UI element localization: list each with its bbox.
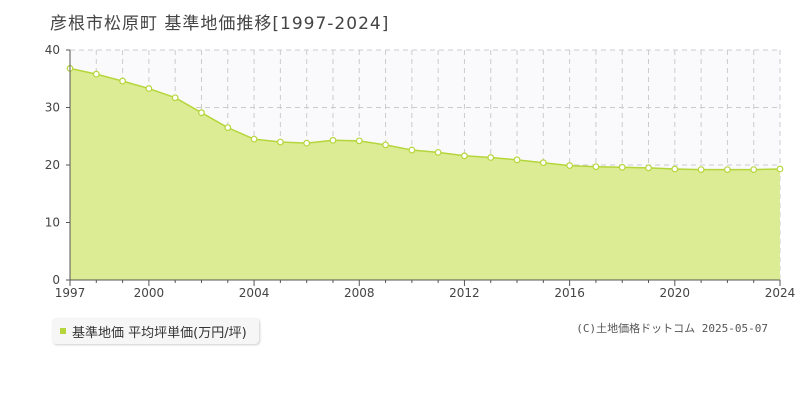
- y-tick-label: 10: [45, 216, 60, 230]
- x-tick-label: 2024: [765, 286, 796, 300]
- x-axis-ticks: 1997 2000 2004 2008 2012 2016 2020 2024: [55, 280, 796, 300]
- series-area: [70, 68, 780, 281]
- x-tick-label: 2020: [660, 286, 691, 300]
- data-point: [724, 166, 731, 174]
- data-point: [750, 166, 758, 174]
- data-point: [697, 166, 705, 174]
- data-point: [645, 164, 652, 172]
- legend-swatch: [60, 328, 66, 334]
- data-point: [671, 165, 679, 173]
- data-point: [119, 77, 126, 85]
- data-markers: [66, 64, 784, 174]
- data-point: [382, 141, 389, 149]
- data-point: [487, 154, 495, 161]
- legend: 基準地価 平均坪単価(万円/坪): [52, 318, 259, 344]
- data-point: [329, 136, 337, 144]
- data-point: [92, 70, 100, 78]
- x-tick-label: 1997: [55, 286, 86, 300]
- y-tick-label: 30: [45, 101, 60, 115]
- y-tick-label: 20: [45, 158, 60, 172]
- data-point: [224, 124, 232, 132]
- data-point: [250, 135, 258, 143]
- x-tick-label: 2012: [449, 286, 480, 300]
- data-point: [303, 139, 311, 147]
- x-tick-label: 2004: [239, 286, 270, 300]
- data-point: [434, 148, 442, 156]
- data-point: [776, 165, 784, 173]
- data-point: [408, 146, 416, 154]
- data-point: [355, 137, 363, 145]
- data-point: [198, 109, 205, 117]
- y-tick-label: 0: [52, 273, 60, 287]
- data-point: [276, 138, 284, 146]
- data-point: [513, 156, 521, 164]
- data-point: [461, 152, 468, 160]
- data-point: [171, 94, 179, 102]
- data-point: [539, 159, 547, 167]
- y-tick-label: 40: [45, 43, 60, 57]
- x-tick-label: 2000: [134, 286, 165, 300]
- x-tick-label: 2008: [344, 286, 375, 300]
- x-tick-label: 2016: [554, 286, 585, 300]
- legend-label: 基準地価 平均坪単価(万円/坪): [72, 325, 247, 341]
- series-line: [69, 67, 781, 171]
- y-axis-ticks: 0 10 20 30 40: [45, 43, 70, 287]
- credit-text: (C)土地価格ドットコム 2025-05-07: [576, 322, 768, 335]
- data-point: [566, 162, 574, 169]
- data-point: [592, 163, 600, 171]
- data-point: [618, 163, 626, 171]
- data-point: [145, 85, 153, 92]
- chart-title: 彦根市松原町 基準地価推移[1997-2024]: [50, 14, 390, 34]
